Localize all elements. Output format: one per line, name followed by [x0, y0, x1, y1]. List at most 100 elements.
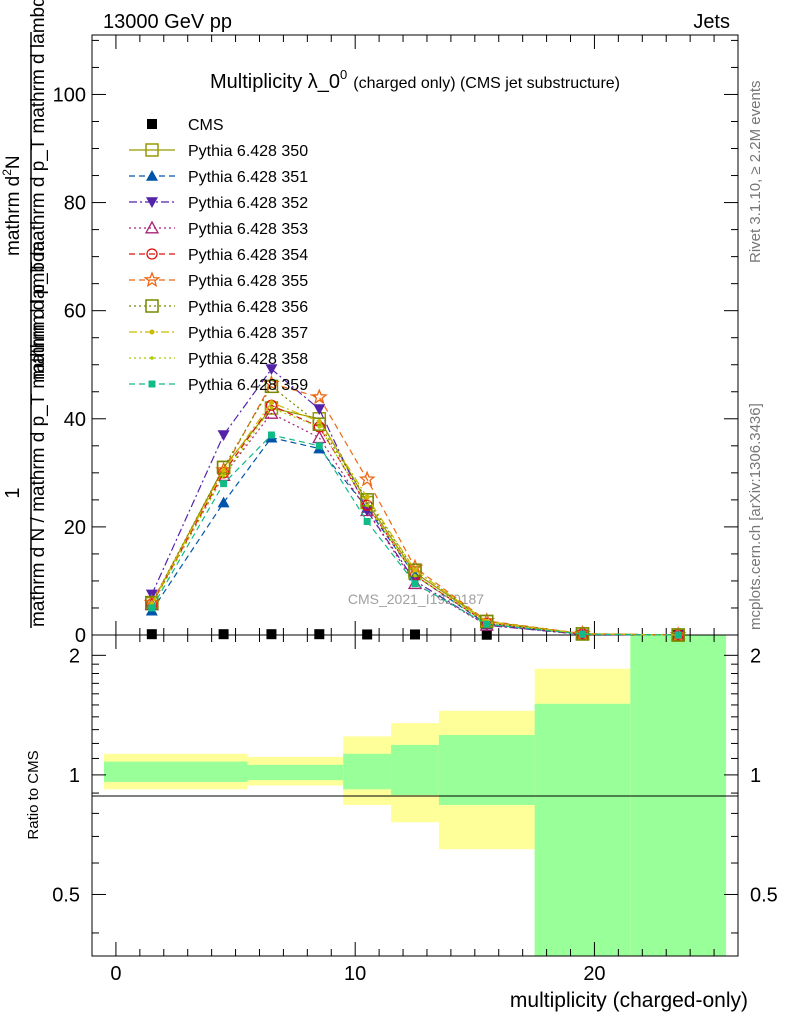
- legend-label-2: Pythia 6.428 351: [188, 169, 308, 186]
- legend-entry-7: Pythia 6.428 356: [129, 299, 308, 316]
- legend-label-5: Pythia 6.428 354: [188, 247, 308, 264]
- ratio-ytick-label-0.5: 0.5: [52, 884, 80, 906]
- series-0-point-0: [146, 629, 157, 640]
- legend-entry-4: Pythia 6.428 353: [129, 220, 308, 238]
- series-0-point-6: [481, 629, 492, 640]
- legend-label-9: Pythia 6.428 358: [188, 351, 308, 368]
- legend-marker-10: [148, 380, 156, 388]
- series-0-point-2: [266, 629, 277, 640]
- series-2-point-1: [217, 496, 230, 508]
- main-ytick-label-20: 20: [64, 517, 86, 539]
- legend-marker-3: [146, 197, 158, 208]
- main-ytick-label-80: 80: [64, 193, 86, 215]
- legend-marker-1: [145, 143, 159, 157]
- chart-title-sup: 0: [340, 67, 347, 82]
- header-left: 13000 GeV pp: [103, 11, 232, 33]
- ratio-band-green-0: [103, 761, 248, 782]
- ratio-y-axis-label: Ratio to CMS: [25, 750, 42, 839]
- mcplots-label: mcplots.cern.ch [arXiv:1306.3436]: [747, 403, 764, 630]
- series-line-9: [151, 407, 679, 636]
- series-10-point-6: [483, 620, 491, 628]
- legend-label-3: Pythia 6.428 352: [188, 195, 308, 212]
- series-9-point-4: [365, 503, 369, 508]
- ylabel-one-den: mathrm d N / mathrm d p_T mathrm d lambd…: [28, 240, 49, 627]
- x-tick-label-20: 20: [583, 963, 605, 985]
- main-axes: 20 40 60 80 100 0: [53, 35, 738, 647]
- ratio-ytick-label-right-0.5: 0.5: [750, 884, 778, 906]
- series-9-point-2: [269, 406, 274, 410]
- chart-title: Multiplicity λ_00 (charged only) (CMS jet…: [210, 67, 620, 93]
- series-10-point-1: [220, 480, 228, 488]
- header-right: Jets: [693, 11, 730, 33]
- legend-entry-1: Pythia 6.428 350: [129, 143, 308, 160]
- series-10-point-7: [578, 630, 586, 638]
- legend-label-7: Pythia 6.428 356: [188, 299, 308, 316]
- chart-title-main: Multiplicity λ_0: [210, 71, 340, 93]
- legend: CMS Pythia 6.428 350 Pythia 6.428 351 Pythi…: [129, 117, 308, 394]
- x-axis-label: multiplicity (charged-only): [510, 989, 748, 1012]
- main-ytick-label-60: 60: [64, 301, 86, 323]
- series-0-point-5: [410, 629, 420, 640]
- ratio-band-green-3: [391, 744, 439, 795]
- series-8-point-2: [268, 400, 274, 406]
- chart-subtitle: (charged only) (CMS jet substructure): [353, 75, 620, 92]
- series-10-point-5: [411, 580, 419, 588]
- ratio-band-green-5: [534, 703, 631, 956]
- series-6-point-4: [358, 470, 376, 487]
- series-10: [148, 431, 682, 639]
- series-7-point-2: [264, 379, 279, 394]
- legend-marker-2: [146, 170, 158, 181]
- ratio-band-green-1: [247, 764, 344, 781]
- x-tick-label-10: 10: [344, 963, 366, 985]
- legend-marker-5: [146, 248, 158, 260]
- legend-entry-0: CMS: [147, 117, 224, 134]
- series-layer: [143, 364, 687, 643]
- analysis-watermark: CMS_2021_I1920187: [348, 591, 484, 607]
- legend-marker-9: [150, 356, 154, 360]
- series-10-point-0: [148, 604, 156, 612]
- ratio-axes: 0.5 0.51 12 20 10 20: [52, 635, 778, 985]
- ratio-ytick-label-2: 2: [69, 645, 80, 667]
- series-line-6: [151, 382, 679, 636]
- series-8-point-1: [221, 467, 227, 473]
- series-10-point-4: [363, 517, 371, 525]
- ratio-band-green-4: [438, 735, 535, 805]
- ratio-band-green-2: [343, 753, 392, 790]
- series-9-point-3: [317, 425, 322, 429]
- ylabel-num-tail: N: [3, 155, 24, 169]
- legend-marker-0: [147, 119, 157, 129]
- main-ytick-label-40: 40: [64, 409, 86, 431]
- legend-entry-8: Pythia 6.428 357: [129, 325, 308, 342]
- series-0-point-4: [362, 629, 373, 640]
- legend-label-6: Pythia 6.428 355: [188, 273, 308, 290]
- legend-marker-6: [143, 271, 161, 288]
- series-3-point-2: [265, 364, 278, 376]
- main-y-axis-label: 1 mathrm d N / mathrm d p_T mathrm d lam…: [0, 0, 49, 628]
- legend-entry-3: Pythia 6.428 352: [129, 195, 308, 212]
- ylabel-one: 1: [2, 487, 24, 498]
- ratio-ytick-label-1: 1: [69, 765, 80, 787]
- ylabel-inner-denominator: mathrm d p_T mathrm d p_T mathrm d lambd…: [28, 0, 49, 380]
- series-10-point-3: [315, 442, 323, 450]
- legend-marker-7: [145, 299, 159, 313]
- series-3-point-3: [313, 404, 326, 416]
- series-7-point-1: [216, 460, 231, 475]
- legend-marker-8: [149, 329, 155, 335]
- legend-label-1: Pythia 6.428 350: [188, 143, 308, 160]
- legend-label-10: Pythia 6.428 359: [188, 377, 308, 394]
- series-8-point-4: [364, 494, 370, 500]
- ylabel-num: mathrm d: [3, 176, 24, 256]
- legend-entry-5: Pythia 6.428 354: [129, 247, 308, 264]
- series-9-point-5: [413, 573, 417, 578]
- rivet-label: Rivet 3.1.10, ≥ 2.2M events: [747, 81, 764, 264]
- main-ytick-label-100: 100: [53, 84, 86, 106]
- ratio-ytick-label-right-1: 1: [750, 765, 761, 787]
- legend-entry-9: Pythia 6.428 358: [129, 351, 308, 368]
- main-ytick-label-0: 0: [75, 625, 86, 647]
- x-tick-label-0: 0: [110, 963, 121, 985]
- series-8-point-3: [316, 418, 322, 424]
- series-10-point-2: [267, 431, 275, 439]
- legend-entry-2: Pythia 6.428 351: [129, 169, 308, 186]
- series-3-point-1: [217, 430, 230, 441]
